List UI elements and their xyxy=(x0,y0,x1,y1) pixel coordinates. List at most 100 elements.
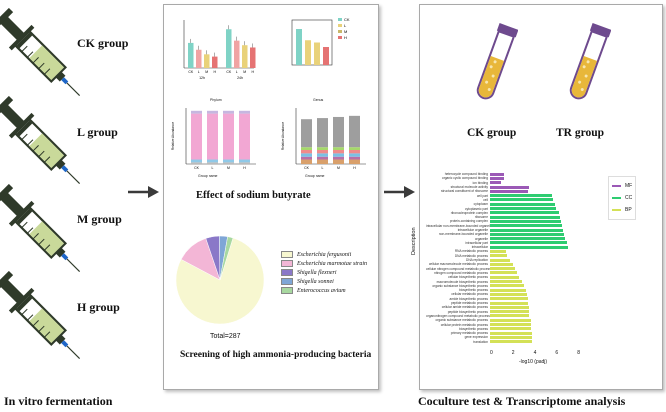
bar xyxy=(188,42,194,68)
go-bar xyxy=(490,305,530,309)
x-tick-label: L xyxy=(236,70,238,74)
go-term-label: cytoplasmic part xyxy=(464,206,488,211)
go-bar xyxy=(490,292,528,296)
pie-legend-item: Enterococcus avium xyxy=(281,286,367,295)
go-term-label: organic substance biosynthetic process xyxy=(432,283,488,288)
legend-label: Escherichia marmotae strain xyxy=(297,260,367,267)
go-row: non-membrane-bounded organelle xyxy=(426,232,576,236)
go-row: gene expression xyxy=(426,335,576,339)
go-bar xyxy=(490,172,504,176)
pie-legend-item: Escherichia fergusonii xyxy=(281,250,367,259)
stacked-segment xyxy=(301,150,312,154)
stacked-segment xyxy=(191,159,202,163)
group-label: 24h xyxy=(237,76,243,80)
go-row: organic substance metabolic process xyxy=(426,318,576,322)
go-row: intracellular organelle xyxy=(426,228,576,232)
caption-screening: Screening of high ammonia-producing bact… xyxy=(180,350,372,360)
x-tick-label: M xyxy=(243,70,246,74)
go-bar xyxy=(490,301,529,305)
x-tick-label: H xyxy=(353,166,356,170)
syringe-icon xyxy=(0,8,80,97)
legend-label: Shigella sonnei xyxy=(297,278,334,285)
group-label-m: M group xyxy=(77,212,122,226)
bar xyxy=(323,47,329,65)
go-row: RNA metabolic process xyxy=(426,249,576,253)
x-tick-label: 6 xyxy=(555,350,559,356)
phylum-xlabel: Group name xyxy=(198,174,218,178)
bar xyxy=(296,29,302,65)
go-term-label: ion binding xyxy=(472,180,488,185)
go-bar xyxy=(490,331,532,335)
go-row: cellular nitrogen compound metabolic pro… xyxy=(426,267,576,271)
bubble xyxy=(586,60,590,64)
go-term-label: cellular macromolecule metabolic process xyxy=(428,262,488,267)
caption-sodium-butyrate: Effect of sodium butyrate xyxy=(196,190,311,201)
go-row: cellular macromolecule metabolic process xyxy=(426,262,576,266)
legend-swatch xyxy=(281,251,293,258)
y-axis-label: Relative Abundance xyxy=(281,122,285,151)
go-bar xyxy=(490,314,530,318)
tube-liquid xyxy=(478,56,504,98)
stacked-segment xyxy=(223,110,234,114)
go-bar xyxy=(490,211,559,215)
go-bar xyxy=(490,254,507,258)
go-legend-item: MF xyxy=(612,180,632,192)
bar xyxy=(226,29,232,69)
syringe-icon xyxy=(0,271,80,360)
go-term-label: organelle xyxy=(474,236,488,241)
stacked-segment xyxy=(239,159,250,163)
go-term-label: cell part xyxy=(476,193,488,198)
go-bar xyxy=(490,267,515,271)
bar xyxy=(242,45,248,68)
bubble xyxy=(485,80,489,84)
go-term-label: structural molecule activity xyxy=(450,185,488,190)
legend-swatch xyxy=(281,287,293,294)
go-bar xyxy=(490,288,526,292)
go-bar xyxy=(490,189,529,193)
go-row: intracellular non-membrane-bounded organ… xyxy=(426,224,576,228)
go-bar xyxy=(490,245,568,249)
go-term-label: gene expression xyxy=(464,335,488,340)
syringe-icon xyxy=(0,96,80,185)
stacked-segment xyxy=(333,156,344,160)
x-tick-label: H xyxy=(243,166,246,170)
legend-label: Shigella flexneri xyxy=(297,269,337,276)
go-bar xyxy=(490,340,532,344)
go-term-label: structural constituent of ribosome xyxy=(441,189,488,194)
go-term-label: biosynthetic process xyxy=(459,326,488,331)
test-tube-ck-icon xyxy=(476,23,518,100)
x-tick-label: 8 xyxy=(577,350,580,356)
go-row: DNA replication xyxy=(426,258,576,262)
stacked-segment xyxy=(191,110,202,114)
go-bar xyxy=(490,185,530,189)
legend-label: M xyxy=(344,29,347,34)
go-xlabel: -log10 (padj) xyxy=(519,359,548,365)
stacked-segment xyxy=(349,156,360,160)
go-bar xyxy=(490,228,564,232)
x-tick-label: CK xyxy=(226,70,232,74)
tube-cap xyxy=(496,23,518,38)
go-bar xyxy=(490,176,504,180)
go-row: cell part xyxy=(426,193,576,198)
bubble xyxy=(489,65,493,69)
legend-swatch xyxy=(281,269,293,276)
stacked-segment xyxy=(191,162,202,164)
stacked-segment xyxy=(317,156,328,160)
stacked-segment xyxy=(349,159,360,164)
go-term-label: protein-containing complex xyxy=(449,219,488,224)
go-bar xyxy=(490,237,566,241)
go-row: structural molecule activity xyxy=(426,185,576,189)
genus-title: Genus xyxy=(313,98,324,102)
x-tick-label: M xyxy=(227,166,230,170)
bubble xyxy=(487,88,491,92)
go-term-label: intracellular xyxy=(471,245,488,250)
pie-legend-item: Escherichia marmotae strain xyxy=(281,259,367,268)
go-bar xyxy=(490,219,561,223)
legend-swatch xyxy=(338,36,342,39)
legend-label: CC xyxy=(625,195,633,201)
go-bar xyxy=(490,262,513,266)
go-row: cytoplasmic part xyxy=(426,206,576,211)
go-term-label: ribosome xyxy=(474,215,488,220)
go-row: peptide metabolic process xyxy=(426,301,576,305)
go-bar xyxy=(490,327,531,331)
